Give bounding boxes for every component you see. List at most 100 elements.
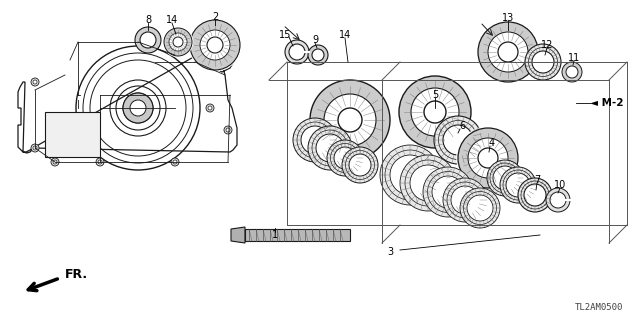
Circle shape <box>293 118 337 162</box>
Circle shape <box>456 126 520 190</box>
Circle shape <box>390 155 430 195</box>
Circle shape <box>443 125 473 155</box>
Bar <box>45 112 100 157</box>
Circle shape <box>164 28 192 56</box>
Circle shape <box>498 42 518 62</box>
Circle shape <box>562 62 582 82</box>
Circle shape <box>506 173 530 197</box>
Circle shape <box>566 66 578 78</box>
Circle shape <box>434 116 482 164</box>
Text: 12: 12 <box>541 40 553 50</box>
Circle shape <box>51 158 59 166</box>
Circle shape <box>226 128 230 132</box>
Circle shape <box>96 158 104 166</box>
Circle shape <box>223 46 227 50</box>
Circle shape <box>432 176 464 208</box>
Text: 14: 14 <box>339 30 351 40</box>
Circle shape <box>399 76 471 148</box>
Circle shape <box>460 188 500 228</box>
Bar <box>245 229 350 241</box>
Text: 4: 4 <box>489 138 495 148</box>
Circle shape <box>308 78 392 162</box>
Circle shape <box>189 19 241 71</box>
Circle shape <box>171 158 179 166</box>
Circle shape <box>285 40 309 64</box>
Text: 6: 6 <box>459 121 465 131</box>
Circle shape <box>308 45 328 65</box>
Text: 15: 15 <box>279 30 291 40</box>
Text: 14: 14 <box>166 15 178 25</box>
Circle shape <box>411 88 459 136</box>
Circle shape <box>476 20 540 84</box>
Circle shape <box>308 126 352 170</box>
Circle shape <box>493 166 517 190</box>
Circle shape <box>98 160 102 164</box>
Circle shape <box>458 128 518 188</box>
Circle shape <box>338 108 362 132</box>
Circle shape <box>224 126 232 134</box>
Circle shape <box>310 80 390 160</box>
Circle shape <box>206 104 214 112</box>
Text: 10: 10 <box>554 180 566 190</box>
Circle shape <box>410 165 446 201</box>
Circle shape <box>173 160 177 164</box>
Circle shape <box>487 160 523 196</box>
Circle shape <box>451 186 479 214</box>
Text: 5: 5 <box>432 90 438 100</box>
Circle shape <box>289 44 305 60</box>
Text: 8: 8 <box>145 15 151 25</box>
Circle shape <box>518 178 552 212</box>
Circle shape <box>532 51 554 73</box>
Circle shape <box>525 44 561 80</box>
Text: ◄ M-2: ◄ M-2 <box>590 98 623 108</box>
Circle shape <box>478 148 498 168</box>
FancyArrowPatch shape <box>28 279 58 291</box>
Circle shape <box>500 167 536 203</box>
Circle shape <box>207 37 223 53</box>
Text: 11: 11 <box>568 53 580 63</box>
Circle shape <box>208 106 212 110</box>
Text: 1: 1 <box>272 230 278 240</box>
Circle shape <box>342 147 378 183</box>
Circle shape <box>31 144 39 152</box>
Text: 9: 9 <box>312 35 318 45</box>
Text: TL2AM0500: TL2AM0500 <box>575 303 623 313</box>
Polygon shape <box>231 227 245 243</box>
Circle shape <box>423 167 473 217</box>
Circle shape <box>164 38 172 46</box>
Circle shape <box>546 188 570 212</box>
Circle shape <box>424 101 446 123</box>
Circle shape <box>443 178 487 222</box>
Circle shape <box>524 184 546 206</box>
Circle shape <box>140 32 156 48</box>
Text: 7: 7 <box>534 175 540 185</box>
Circle shape <box>135 27 161 53</box>
Circle shape <box>173 37 183 47</box>
Circle shape <box>33 146 37 150</box>
Circle shape <box>31 78 39 86</box>
Circle shape <box>200 30 230 60</box>
Circle shape <box>53 160 57 164</box>
Circle shape <box>324 94 376 146</box>
Circle shape <box>400 155 456 211</box>
Circle shape <box>488 32 528 72</box>
Circle shape <box>301 126 329 154</box>
Text: FR.: FR. <box>65 268 88 282</box>
Circle shape <box>397 74 473 150</box>
Circle shape <box>312 49 324 61</box>
Polygon shape <box>18 42 237 153</box>
Circle shape <box>316 134 344 162</box>
Circle shape <box>221 44 229 52</box>
Circle shape <box>550 192 566 208</box>
Circle shape <box>166 40 170 44</box>
Circle shape <box>327 140 363 176</box>
Circle shape <box>169 33 187 51</box>
Circle shape <box>130 100 146 116</box>
Circle shape <box>468 138 508 178</box>
Circle shape <box>467 195 493 221</box>
Circle shape <box>123 93 153 123</box>
Text: 3: 3 <box>387 247 393 257</box>
Text: 13: 13 <box>502 13 514 23</box>
Circle shape <box>33 80 37 84</box>
Text: 2: 2 <box>212 12 218 22</box>
